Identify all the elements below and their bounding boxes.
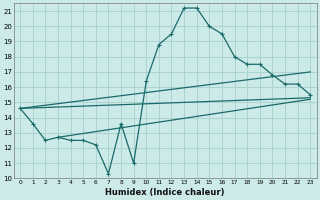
X-axis label: Humidex (Indice chaleur): Humidex (Indice chaleur) <box>106 188 225 197</box>
